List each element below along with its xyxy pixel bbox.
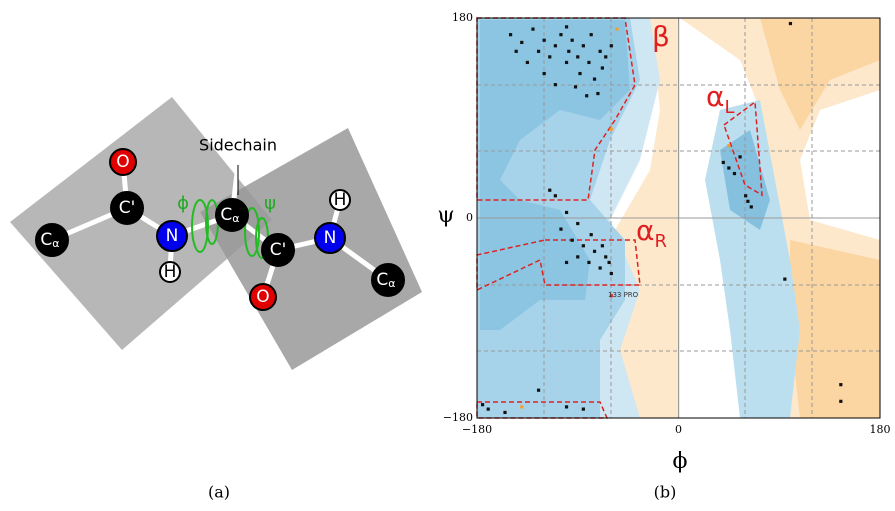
point xyxy=(520,405,523,408)
point xyxy=(582,44,585,47)
point xyxy=(587,261,590,264)
y-tick-label: −180 xyxy=(443,411,473,424)
point xyxy=(604,55,607,58)
point xyxy=(607,261,610,264)
point xyxy=(750,205,753,208)
atom-label: H xyxy=(334,190,347,210)
point xyxy=(610,128,613,131)
point xyxy=(610,272,613,275)
x-axis-label: ϕ xyxy=(673,449,688,474)
point xyxy=(531,28,534,31)
y-tick-label: 180 xyxy=(452,11,473,24)
x-tick-label: −180 xyxy=(462,423,492,436)
point xyxy=(571,39,574,42)
point xyxy=(604,255,607,258)
point xyxy=(548,55,551,58)
point xyxy=(789,22,792,25)
point xyxy=(582,244,585,247)
point xyxy=(582,408,585,411)
point xyxy=(515,50,518,53)
point xyxy=(599,266,602,269)
point xyxy=(722,161,725,164)
atom-label: N xyxy=(166,226,179,246)
point xyxy=(565,405,568,408)
y-tick-label: 0 xyxy=(466,211,473,224)
atom-label: H xyxy=(164,262,177,282)
atom-label: C' xyxy=(119,198,136,218)
point xyxy=(565,261,568,264)
point xyxy=(567,50,570,53)
point xyxy=(526,61,529,64)
point xyxy=(559,33,562,36)
point xyxy=(576,222,579,225)
atom-label: C' xyxy=(270,240,287,260)
point xyxy=(599,50,602,53)
atom-label: O xyxy=(116,152,129,172)
point xyxy=(543,39,546,42)
point xyxy=(574,85,577,88)
point xyxy=(839,383,842,386)
point xyxy=(585,94,588,97)
point xyxy=(744,194,747,197)
point xyxy=(590,233,593,236)
point xyxy=(839,400,842,403)
point xyxy=(554,83,557,86)
atom-label: N xyxy=(324,228,337,248)
point xyxy=(503,411,506,414)
point xyxy=(587,61,590,64)
point xyxy=(481,403,484,406)
point xyxy=(554,44,557,47)
molecule-diagram: Cα C' O N H Cα C' O N H Cα Sidechain ϕ ψ xyxy=(10,97,422,370)
phi-label: ϕ xyxy=(177,193,189,214)
point xyxy=(537,50,540,53)
point xyxy=(727,144,730,147)
point xyxy=(596,92,599,95)
plane xyxy=(200,128,422,370)
point xyxy=(537,389,540,392)
sidechain-label: Sidechain xyxy=(199,136,277,155)
point xyxy=(565,25,568,28)
point xyxy=(543,72,546,75)
point xyxy=(738,155,741,158)
x-tick-label: 180 xyxy=(870,423,891,436)
point xyxy=(783,278,786,281)
point xyxy=(509,33,512,36)
point xyxy=(559,228,562,231)
figure: Cα C' O N H Cα C' O N H Cα Sidechain ϕ ψ… xyxy=(0,0,895,507)
point xyxy=(554,194,557,197)
point xyxy=(590,33,593,36)
point xyxy=(610,44,613,47)
point xyxy=(565,61,568,64)
point xyxy=(576,255,579,258)
point xyxy=(571,239,574,242)
point xyxy=(615,28,618,31)
point xyxy=(487,408,490,411)
point xyxy=(733,172,736,175)
x-tick-label: 0 xyxy=(675,423,682,436)
point xyxy=(565,211,568,214)
point xyxy=(746,200,749,203)
point xyxy=(520,41,523,44)
point xyxy=(576,55,579,58)
point xyxy=(601,244,604,247)
caption: (b) xyxy=(654,483,677,502)
annotation: β xyxy=(652,20,670,53)
caption: (a) xyxy=(208,483,230,502)
annotation: 133 PRO xyxy=(608,291,639,299)
point xyxy=(601,66,604,69)
point xyxy=(593,78,596,81)
point xyxy=(548,189,551,192)
atom-label: O xyxy=(256,287,269,307)
y-axis-label: ψ xyxy=(437,203,454,228)
psi-label: ψ xyxy=(264,193,276,214)
point xyxy=(578,72,581,75)
point xyxy=(593,250,596,253)
point xyxy=(727,166,730,169)
